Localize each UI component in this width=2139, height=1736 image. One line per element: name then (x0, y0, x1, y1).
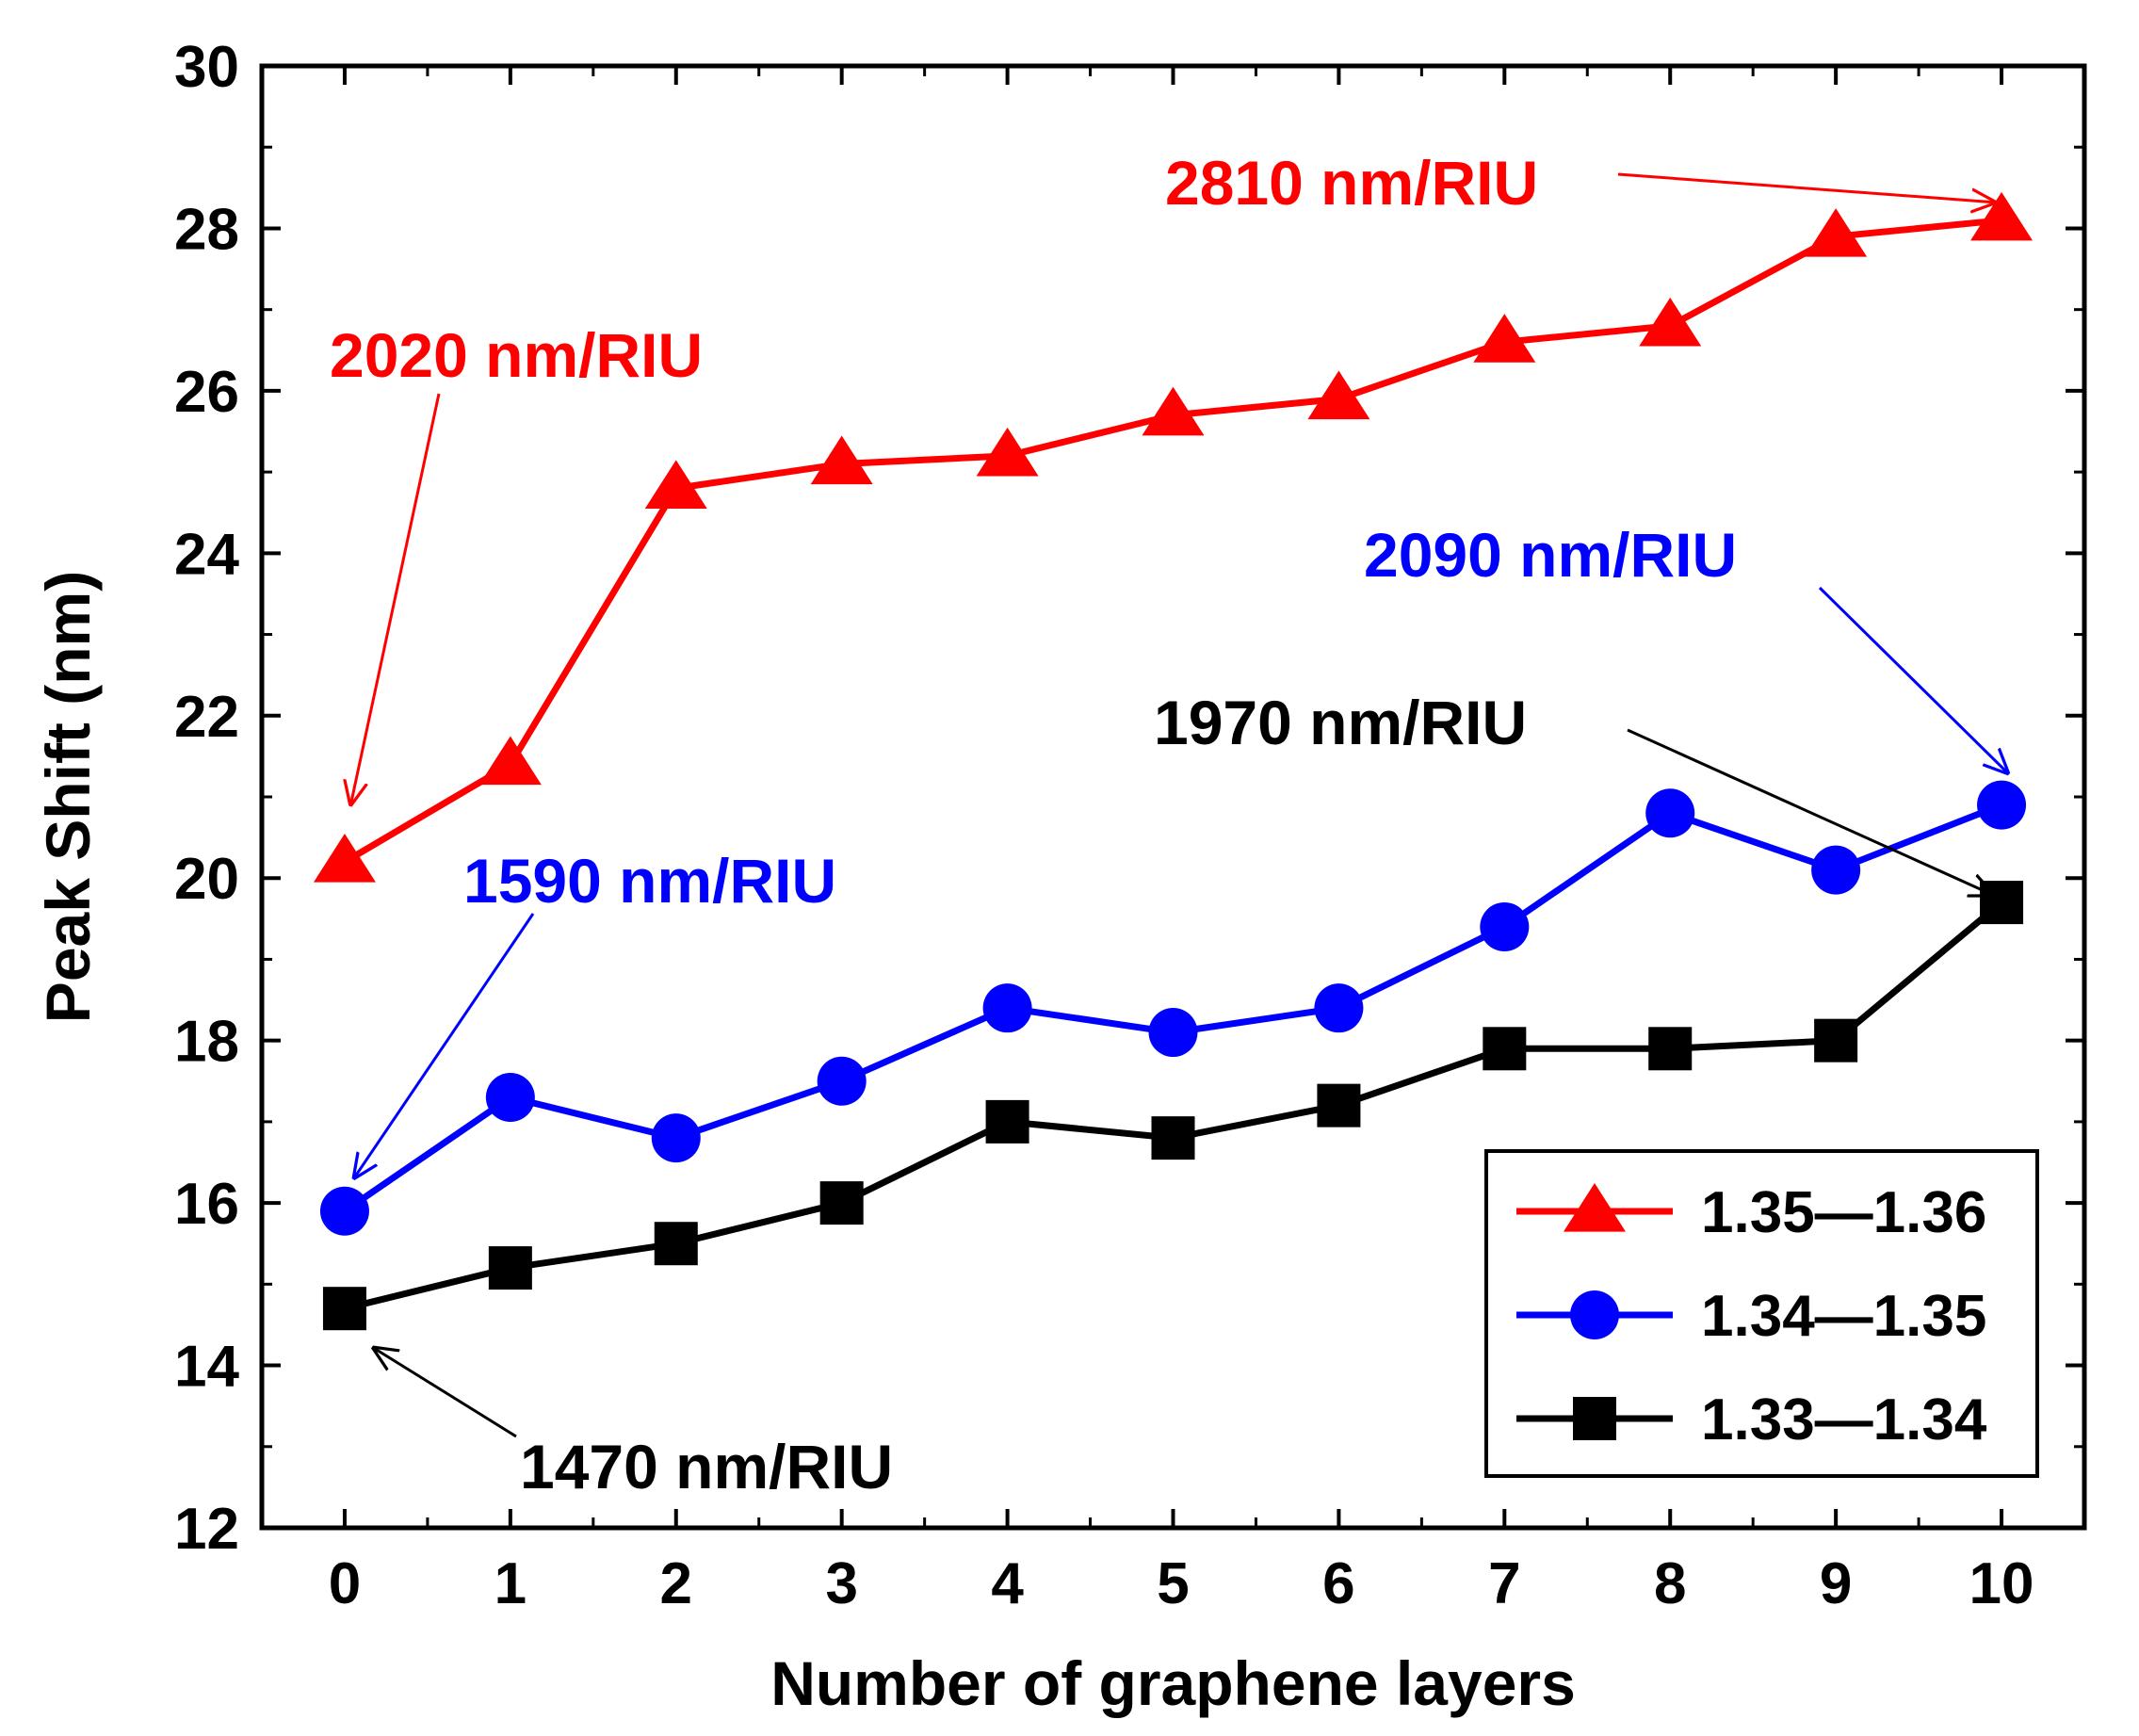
data-point-s3-x7 (1483, 1027, 1527, 1071)
y-tick-label-22: 22 (174, 685, 239, 750)
x-tick-label-6: 6 (1322, 1551, 1354, 1616)
data-point-s1-x7 (1473, 314, 1536, 363)
y-tick-label-24: 24 (174, 522, 239, 587)
y-tick-label-30: 30 (174, 35, 239, 100)
annotation-1590-label: 1590 nm/RIU (463, 846, 836, 916)
data-point-s3-x1 (488, 1246, 532, 1290)
data-point-s2-x5 (1148, 1008, 1198, 1058)
legend-layer: 1.35—1.36 1.34—1.35 1.33—1.34 (1484, 1149, 2039, 1478)
annotation-2020-arrow (350, 393, 441, 806)
data-point-s2-x2 (651, 1113, 701, 1163)
legend-marker-2 (1570, 1290, 1619, 1339)
annotation-2090-label: 2090 nm/RIU (1364, 520, 1737, 590)
data-point-s1-x6 (1307, 370, 1370, 420)
data-point-s2-x4 (982, 983, 1032, 1033)
data-point-s2-x1 (485, 1073, 535, 1123)
data-point-s2-x3 (817, 1056, 867, 1106)
x-tick-label-10: 10 (1969, 1551, 2034, 1616)
annotation-1470-label: 1470 nm/RIU (520, 1432, 893, 1501)
x-tick-label-4: 4 (991, 1551, 1024, 1616)
data-point-s3-x0 (322, 1287, 366, 1331)
y-tick-label-18: 18 (174, 1010, 239, 1075)
x-tick-label-8: 8 (1654, 1551, 1686, 1616)
annotation-1470-arrow (372, 1347, 517, 1438)
data-point-s1-x4 (976, 427, 1039, 477)
data-point-s2-x8 (1645, 788, 1695, 838)
data-point-s2-x7 (1480, 901, 1530, 951)
x-tick-label-2: 2 (660, 1551, 692, 1616)
data-point-s1-x8 (1639, 297, 1702, 347)
x-tick-label-7: 7 (1488, 1551, 1520, 1616)
annotation-2090-arrow (1818, 586, 2009, 774)
data-point-s3-x5 (1151, 1116, 1195, 1160)
annotation-2810-label: 2810 nm/RIU (1165, 148, 1538, 218)
data-point-s2-x10 (1977, 780, 2027, 830)
annotation-layer: 2810 nm/RIU 2020 nm/RIU 2090 nm/RIU 1970 nm… (330, 148, 2009, 1501)
y-tick-label-26: 26 (174, 360, 239, 425)
data-point-s2-x6 (1314, 983, 1364, 1033)
x-tick-label-9: 9 (1820, 1551, 1852, 1616)
annotation-1970-arrow (1627, 728, 1995, 896)
data-point-s3-x10 (1980, 881, 2024, 925)
annotation-1970-label: 1970 nm/RIU (1154, 688, 1527, 757)
annotation-1590-arrow (353, 913, 535, 1179)
data-point-s1-x5 (1142, 386, 1205, 436)
data-point-s3-x3 (819, 1181, 864, 1225)
x-axis-title: Number of graphene layers (770, 1648, 1576, 1718)
y-axis-title: Peak Shift (nm) (33, 571, 103, 1023)
x-tick-label-0: 0 (329, 1551, 361, 1616)
y-tick-label-16: 16 (174, 1172, 239, 1237)
legend-label-3: 1.33—1.34 (1701, 1387, 1987, 1452)
data-point-s3-x8 (1648, 1027, 1693, 1071)
data-point-s1-x9 (1805, 208, 1868, 257)
data-point-s3-x9 (1814, 1018, 1858, 1063)
y-tick-label-20: 20 (174, 847, 239, 912)
data-point-s1-x0 (313, 833, 376, 883)
data-point-s1-x1 (478, 736, 542, 786)
data-point-s3-x4 (985, 1099, 1029, 1144)
legend-marker-3 (1573, 1397, 1616, 1440)
legend-label-1: 1.35—1.36 (1701, 1180, 1986, 1245)
x-tick-label-1: 1 (494, 1551, 527, 1616)
data-point-s1-x2 (644, 460, 707, 509)
y-tick-label-14: 14 (174, 1335, 239, 1400)
legend-marker-1 (1564, 1183, 1626, 1232)
x-tick-label-5: 5 (1157, 1551, 1189, 1616)
data-point-s3-x2 (654, 1222, 698, 1266)
annotation-2020-label: 2020 nm/RIU (330, 320, 703, 390)
data-point-s3-x6 (1317, 1083, 1361, 1128)
data-point-s1-x3 (810, 435, 873, 485)
data-point-s2-x0 (319, 1186, 369, 1236)
y-tick-label-28: 28 (174, 197, 239, 262)
data-point-s2-x9 (1811, 845, 1861, 895)
x-tick-label-3: 3 (825, 1551, 857, 1616)
data-point-s1-x10 (1970, 191, 2034, 241)
series-layer (313, 191, 2034, 1331)
annotation-2810-arrow (1617, 172, 1997, 203)
legend-label-2: 1.34—1.35 (1701, 1284, 1986, 1349)
y-tick-label-12: 12 (174, 1497, 239, 1562)
